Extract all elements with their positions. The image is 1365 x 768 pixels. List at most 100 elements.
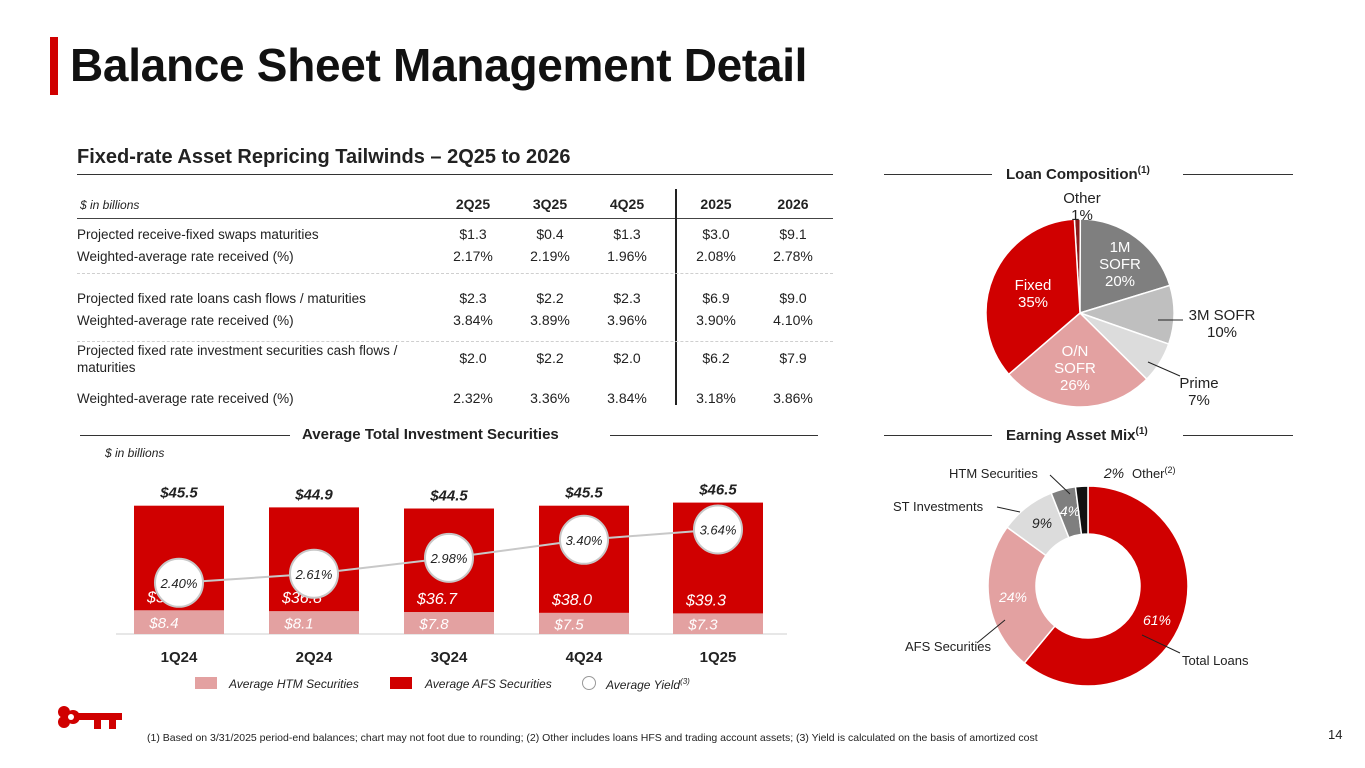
bar-htm-label: $7.5 (553, 616, 584, 633)
donut-pct-total-loans: 61% (1143, 612, 1171, 628)
repricing-cell: $1.3 (613, 226, 641, 242)
yield-marker (154, 557, 204, 608)
repricing-cell: $2.3 (459, 290, 487, 306)
bar-htm-label: $8.1 (283, 616, 313, 633)
repricing-cell: 3.96% (607, 312, 647, 328)
table-group-divider (77, 341, 833, 342)
repricing-cell: 3.86% (773, 390, 813, 406)
table-group-divider (77, 273, 833, 274)
repricing-cell: 2.19% (530, 248, 570, 264)
repricing-title: Fixed-rate Asset Repricing Tailwinds – 2… (77, 146, 571, 168)
title-accent-bar (50, 37, 58, 95)
yield-marker (424, 532, 474, 583)
repricing-cell: 1.96% (607, 248, 647, 264)
table-header-rule (77, 218, 833, 219)
repricing-title-underline (77, 174, 833, 175)
bar-total-label: $44.9 (294, 486, 333, 503)
col-header: 4Q25 (609, 196, 645, 212)
bar-htm (134, 610, 224, 634)
repricing-cell: 3.90% (696, 312, 736, 328)
pie-label-prime: Prime (1179, 375, 1218, 392)
legend-afs-swatch (390, 677, 412, 689)
repricing-cell: $3.0 (702, 226, 730, 242)
repricing-cell: $6.9 (702, 290, 730, 306)
repricing-row-label: Projected fixed rate loans cash flows / … (77, 291, 366, 306)
donut-slice (1074, 485, 1089, 536)
legend-yield-marker (582, 676, 596, 690)
bar-htm (404, 612, 494, 634)
repricing-row-label: Weighted-average rate received (%) (77, 391, 294, 406)
yield-marker (693, 504, 743, 555)
leader-line (996, 506, 1021, 513)
pie-label-other: 1% (1071, 207, 1093, 224)
pie-label-on-sofr: SOFR (1054, 360, 1096, 377)
bar-total-label: $45.5 (564, 485, 603, 502)
yield-label: 3.64% (700, 522, 737, 537)
donut-pct-afs: 24% (998, 589, 1027, 605)
x-tick-label: 1Q24 (161, 649, 198, 666)
repricing-cell: $6.2 (702, 350, 730, 366)
pie-label-on-sofr: 26% (1060, 377, 1090, 394)
repricing-row-label: Projected receive-fixed swaps maturities (77, 227, 319, 242)
bar-htm (673, 613, 763, 634)
yield-label: 2.98% (430, 551, 468, 566)
repricing-cell: 3.18% (696, 390, 736, 406)
page-title: Balance Sheet Management Detail (70, 39, 808, 91)
mix-rule-right (1183, 435, 1293, 436)
other-footnote-ref: (2) (1165, 465, 1176, 475)
donut-name-st: ST Investments (893, 499, 984, 514)
pie-label-fixed: 35% (1018, 294, 1048, 311)
pie-slice (1007, 311, 1148, 408)
page-number: 14 (1328, 727, 1343, 742)
yield-label: 2.40% (160, 576, 198, 591)
col-header: 2026 (777, 196, 809, 212)
repricing-cell: $2.0 (613, 350, 641, 366)
mix-rule-left (884, 435, 992, 436)
x-tick-label: 4Q24 (566, 649, 603, 666)
repricing-cell: $7.9 (779, 350, 807, 366)
bar-htm-label: $7.8 (418, 616, 449, 633)
yield-label: 2.61% (295, 567, 333, 582)
leader-line (1141, 634, 1181, 654)
bar-afs-label: $38.0 (551, 592, 592, 609)
repricing-cell: 2.32% (453, 390, 493, 406)
inv-rule-right (610, 435, 818, 436)
investment-chart: $8.4$37.1$45.51Q24$8.1$36.8$44.92Q24$7.8… (116, 482, 787, 666)
repricing-cell: $9.1 (779, 226, 807, 242)
repricing-cell: 4.10% (773, 312, 813, 328)
donut-name-total-loans: Total Loans (1182, 653, 1249, 668)
legend-afs-label: Average AFS Securities (425, 677, 552, 691)
repricing-cell: $2.3 (613, 290, 641, 306)
yield-label: 3.40% (566, 533, 603, 548)
pie-label-1m-sofr: 20% (1105, 273, 1135, 290)
col-header: 2025 (700, 196, 732, 212)
loan-comp-title: Loan Composition(1) (1006, 165, 1150, 183)
leader-line (1049, 474, 1071, 495)
donut-pct-other: 2% (1103, 465, 1124, 481)
repricing-cell: 3.36% (530, 390, 570, 406)
repricing-cell: $9.0 (779, 290, 807, 306)
bar-total-label: $45.5 (159, 485, 198, 502)
bar-total-label: $44.5 (429, 488, 468, 505)
repricing-cell: $2.2 (536, 350, 564, 366)
pie-label-3m-sofr: 10% (1207, 324, 1237, 341)
footnote: (1) Based on 3/31/2025 period-end balanc… (147, 732, 1038, 744)
earning-asset-mix-donut: 61% 24% 9% 4% 2% Total Loans AFS Securities ST … (893, 465, 1249, 687)
donut-pct-htm: 4% (1060, 503, 1080, 519)
repricing-row-label: Weighted-average rate received (%) (77, 249, 294, 264)
x-tick-label: 3Q24 (431, 649, 468, 666)
repricing-cell: $2.0 (459, 350, 487, 366)
donut-name-htm: HTM Securities (949, 466, 1038, 481)
donut-slice (987, 526, 1056, 665)
donut-slice (1023, 485, 1189, 687)
bar-htm-label: $8.4 (148, 615, 178, 632)
pie-label-other: Other (1063, 190, 1101, 207)
pie-label-3m-sofr: 3M SOFR (1189, 307, 1256, 324)
donut-name-afs: AFS Securities (905, 639, 991, 654)
repricing-cell: 2.08% (696, 248, 736, 264)
bar-htm-label: $7.3 (687, 617, 718, 634)
earning-mix-title: Earning Asset Mix(1) (1006, 426, 1148, 444)
repricing-cell: $1.3 (459, 226, 487, 242)
legend-htm-swatch (195, 677, 217, 689)
key-logo-icon (58, 706, 122, 729)
